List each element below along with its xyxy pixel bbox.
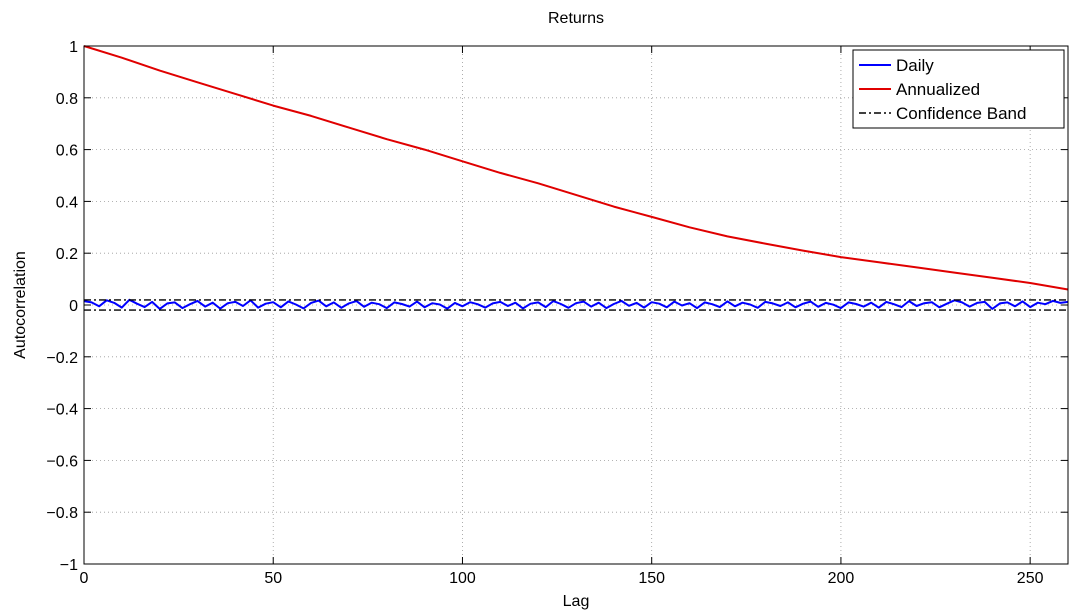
- x-tick-label: 250: [1017, 570, 1044, 587]
- legend-label-daily: Daily: [896, 56, 934, 75]
- x-tick-label: 50: [264, 570, 282, 587]
- annualized-series-line: [83, 45, 1069, 291]
- chart-title: Returns: [548, 10, 604, 27]
- y-tick-label: 0.4: [56, 194, 78, 211]
- y-tick-label: −0.2: [46, 350, 78, 367]
- y-tick-label: −0.4: [46, 402, 78, 419]
- x-tick-label: 150: [638, 570, 665, 587]
- y-tick-label: 0.6: [56, 143, 78, 160]
- x-axis-label: Lag: [563, 593, 590, 610]
- legend-label-confidence-band: Confidence Band: [896, 104, 1026, 123]
- y-tick-label: −1: [60, 557, 78, 574]
- y-tick-label: 1: [69, 39, 78, 56]
- y-tick-label: 0.2: [56, 246, 78, 263]
- ticks: 0 50 100 150 200 250 −1 −0.8 −0.6 −0.4 −0.2 0 0.2 0.4…: [46, 39, 1068, 587]
- y-tick-label: 0: [69, 298, 78, 315]
- legend: Daily Annualized Confidence Band: [852, 49, 1065, 129]
- x-tick-label: 100: [449, 570, 476, 587]
- daily-series-line: [83, 298, 1069, 310]
- x-tick-label: 200: [828, 570, 855, 587]
- x-tick-label: 0: [80, 570, 89, 587]
- y-axis-label: Autocorrelation: [12, 251, 29, 359]
- y-tick-label: −0.8: [46, 505, 78, 522]
- y-tick-label: 0.8: [56, 91, 78, 108]
- series-group: [83, 45, 1069, 311]
- legend-label-annualized: Annualized: [896, 80, 980, 99]
- y-tick-label: −0.6: [46, 453, 78, 470]
